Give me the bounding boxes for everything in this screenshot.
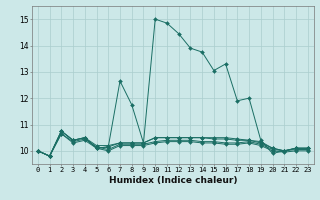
X-axis label: Humidex (Indice chaleur): Humidex (Indice chaleur) [108,176,237,185]
